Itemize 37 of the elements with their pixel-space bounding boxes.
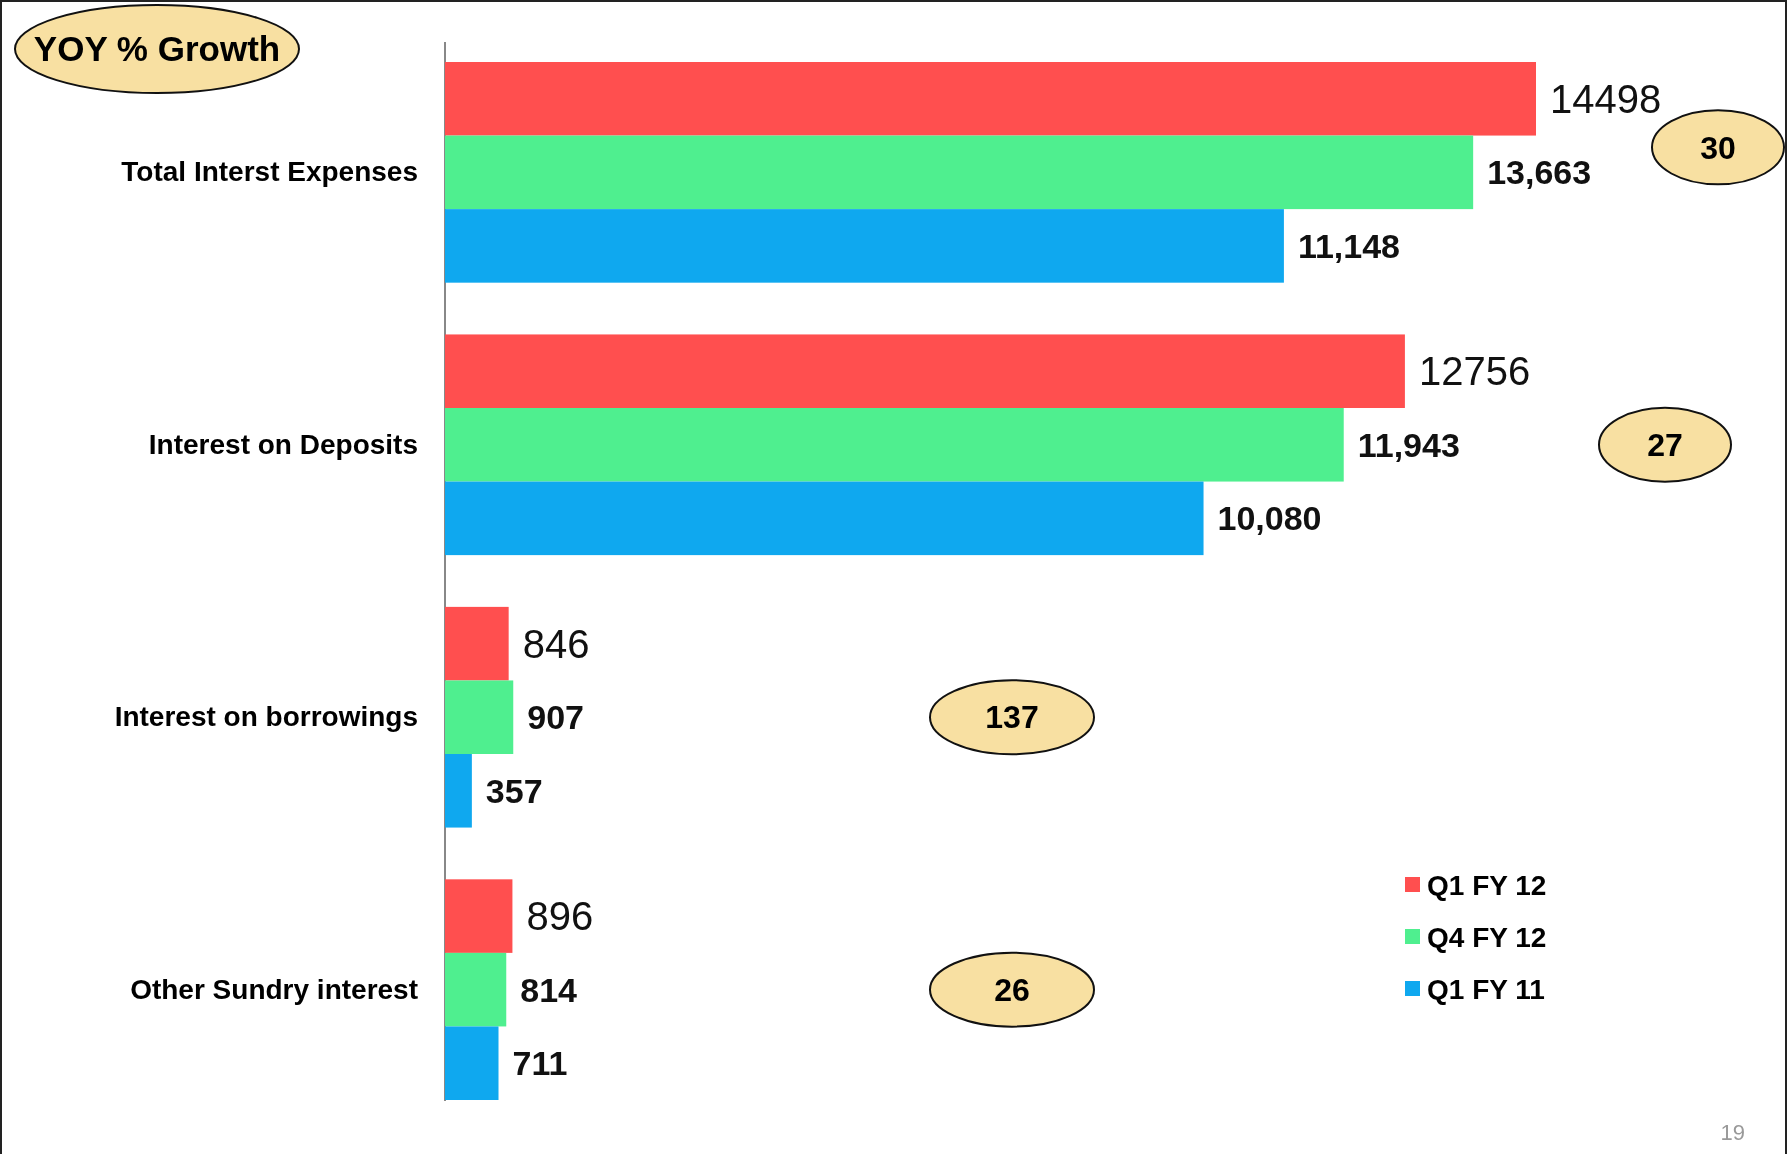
bar (445, 754, 472, 828)
legend-label: Q1 FY 11 (1427, 973, 1545, 1005)
annotation: 26 (994, 971, 1030, 1008)
y-tick-label: Other Sundry interest (130, 973, 418, 1005)
text: 30 (1700, 129, 1736, 166)
text: 19 (1720, 1120, 1745, 1145)
data-label: 896 (526, 894, 594, 939)
annotation: 137 (985, 699, 1039, 736)
data-label: 907 (527, 698, 584, 737)
data-label: 12756 (1418, 349, 1531, 394)
bar (445, 879, 513, 953)
text: YOY % Growth (33, 29, 281, 69)
bar (445, 481, 1204, 556)
bar (445, 135, 1474, 210)
data-label: 14498 (1550, 76, 1662, 121)
bar (445, 1026, 499, 1100)
text: 27 (1647, 426, 1683, 463)
data-label: 846 (522, 621, 590, 666)
bar (445, 62, 1536, 136)
bar (445, 209, 1284, 283)
data-label: 711 (512, 1044, 568, 1083)
y-tick-label: Interest on Deposits (148, 428, 418, 460)
data-label: 11,148 (1297, 226, 1401, 265)
data-label: 357 (485, 771, 543, 810)
data-label: 814 (520, 970, 578, 1009)
legend-label: Q4 FY 12 (1427, 921, 1547, 953)
bar (445, 334, 1405, 408)
data-label: 13,663 (1487, 153, 1592, 192)
data-label: 10,080 (1217, 499, 1322, 538)
bar (445, 606, 509, 681)
bar (445, 680, 514, 754)
y-tick-label: Total Interst Expenses (121, 156, 418, 188)
legend-label: Q1 FY 12 (1427, 869, 1547, 901)
bar (445, 408, 1344, 482)
y-tick-label: Interest on borrowings (114, 701, 418, 733)
data-label: 11,943 (1357, 425, 1460, 464)
bar (445, 952, 507, 1027)
